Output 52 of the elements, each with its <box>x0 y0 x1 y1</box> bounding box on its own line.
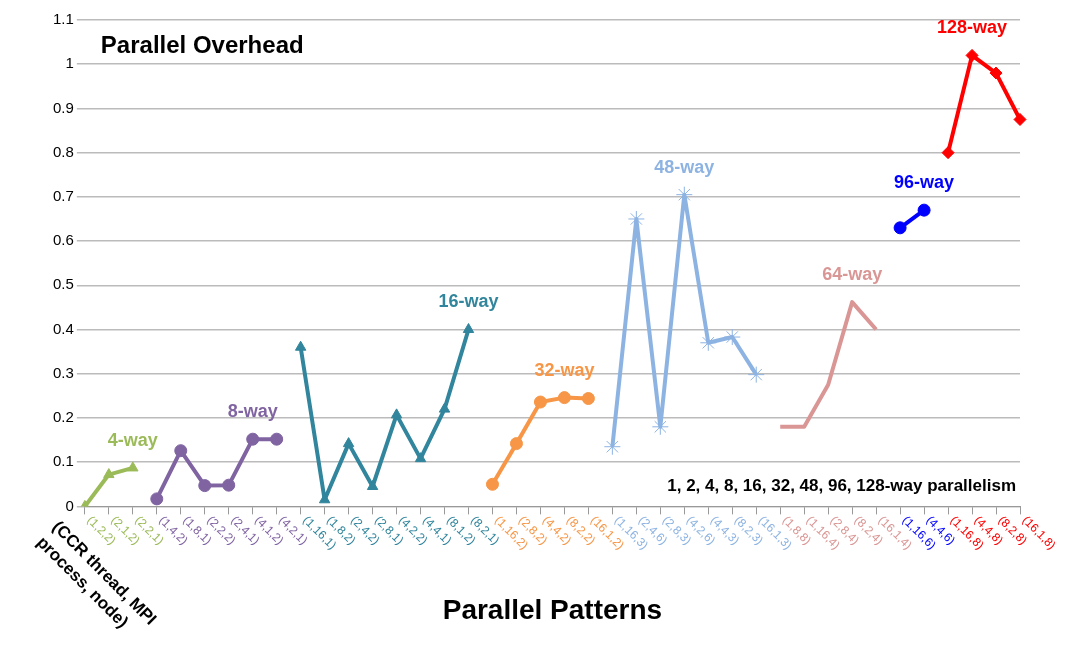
point <box>941 146 955 160</box>
point <box>651 418 669 436</box>
series-label: 4-way <box>107 429 158 450</box>
y-tick-label: 0.2 <box>52 408 74 426</box>
y-tick-label: 0.1 <box>52 452 74 470</box>
series-label: 128-way <box>937 17 1008 38</box>
point <box>462 323 475 334</box>
point <box>917 203 931 217</box>
point <box>294 340 307 351</box>
point <box>509 437 523 451</box>
point <box>174 444 188 458</box>
point <box>965 48 979 62</box>
y-tick-label: 0.7 <box>52 187 74 205</box>
series-label: 32-way <box>534 359 595 380</box>
x-axis-title: Parallel Patterns <box>442 593 663 625</box>
series-label: 64-way <box>822 264 883 285</box>
y-tick-label: 0.3 <box>52 363 74 381</box>
point <box>103 468 115 479</box>
y-tick-label: 0.5 <box>52 275 74 293</box>
y-tick-label: 0.9 <box>52 98 74 116</box>
point <box>485 477 499 491</box>
annotation: Parallel Overhead <box>100 30 304 58</box>
annotation: 1, 2, 4, 8, 16, 32, 48, 96, 128-way parallelism <box>667 475 1016 495</box>
point <box>198 479 212 493</box>
y-tick-label: 0.4 <box>52 319 74 337</box>
point <box>414 452 427 463</box>
point <box>342 437 355 448</box>
point <box>989 66 1003 80</box>
point <box>893 221 907 235</box>
point <box>366 480 379 490</box>
point <box>581 392 595 406</box>
y-tick-label: 0.8 <box>52 142 74 160</box>
point <box>438 402 451 413</box>
y-tick-label: 1.1 <box>52 10 74 28</box>
point <box>222 478 236 492</box>
series-label: 48-way <box>654 156 715 177</box>
point <box>246 432 260 446</box>
point <box>723 328 741 346</box>
point <box>1013 112 1027 126</box>
point <box>747 366 765 384</box>
y-tick-label: 0.6 <box>52 231 74 249</box>
point <box>270 432 284 446</box>
point <box>127 461 139 472</box>
point <box>150 492 164 506</box>
series-label: 96-way <box>894 172 955 193</box>
point <box>533 395 547 409</box>
point <box>557 391 571 405</box>
point <box>390 408 403 419</box>
series-label: 16-way <box>438 291 499 312</box>
y-tick-label: 1 <box>65 54 74 72</box>
series-label: 8-way <box>227 401 278 422</box>
y-tick-label: 0 <box>65 496 74 514</box>
